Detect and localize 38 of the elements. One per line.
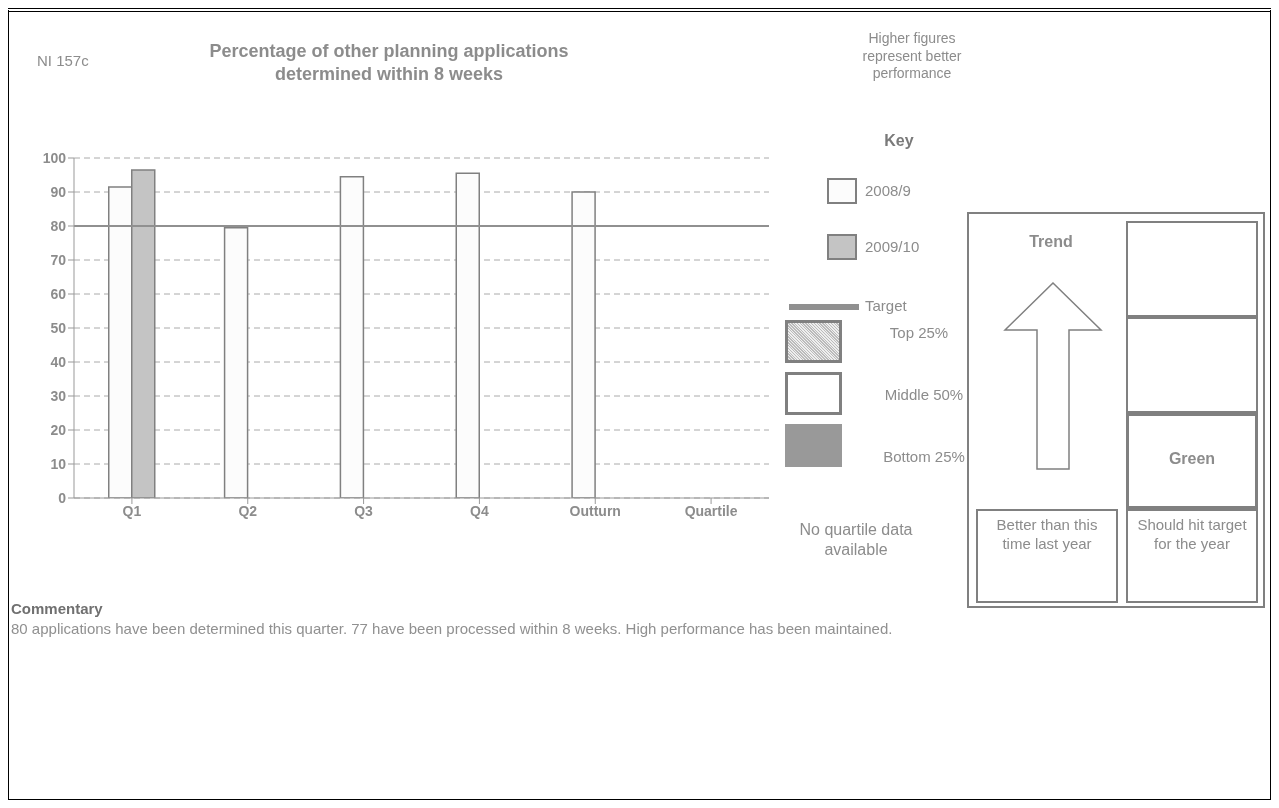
text: 80 applications have been determined this quarter. 77 have been processed within 8 weeks. High performance has been maintained.	[11, 620, 894, 639]
y-tick-label: 20	[50, 421, 67, 438]
y-tick-label: 10	[50, 455, 67, 472]
text: Bottom 25%	[882, 448, 966, 467]
text: No quartile data available	[798, 520, 914, 560]
y-tick-label: 0	[58, 489, 67, 506]
y-tick-label: 30	[50, 387, 67, 404]
y-tick-label: 100	[42, 149, 67, 166]
legend-label: Target	[865, 297, 907, 314]
text: Middle 50%	[883, 386, 965, 405]
text: Trend	[1028, 232, 1074, 252]
y-tick-label: 60	[50, 285, 67, 302]
legend-label: 2008/9	[865, 182, 911, 199]
bar	[455, 172, 480, 498]
x-tick-label: Q3	[354, 502, 374, 519]
y-tick-label: 70	[50, 251, 67, 268]
x-tick-label: Q1	[122, 502, 142, 519]
y-tick-label: 90	[50, 183, 67, 200]
text: Top 25%	[888, 324, 950, 343]
legend-label: 2009/10	[865, 238, 920, 255]
legend-title: Key	[883, 132, 915, 150]
text: Green	[1167, 449, 1217, 469]
y-tick-label: 50	[50, 319, 67, 336]
y-tick-label: 40	[50, 353, 67, 370]
bar	[223, 226, 249, 498]
x-tick-label: Q4	[470, 502, 489, 519]
text: Should hit target for the year	[1136, 516, 1248, 554]
text: Commentary	[11, 600, 104, 619]
text: Higher figures represent better performance	[861, 30, 963, 83]
y-tick-label: 80	[50, 217, 67, 234]
chart-title: Percentage of other planning applications determined within 8 weeks	[208, 40, 570, 87]
bar	[339, 175, 365, 498]
x-tick-label: Q2	[238, 502, 258, 519]
x-tick-label: Quartile	[684, 502, 738, 519]
text: NI 157c	[37, 52, 90, 71]
text: Better than this time last year	[995, 516, 1099, 554]
bar	[571, 191, 596, 498]
x-tick-label: Outturn	[569, 502, 621, 519]
